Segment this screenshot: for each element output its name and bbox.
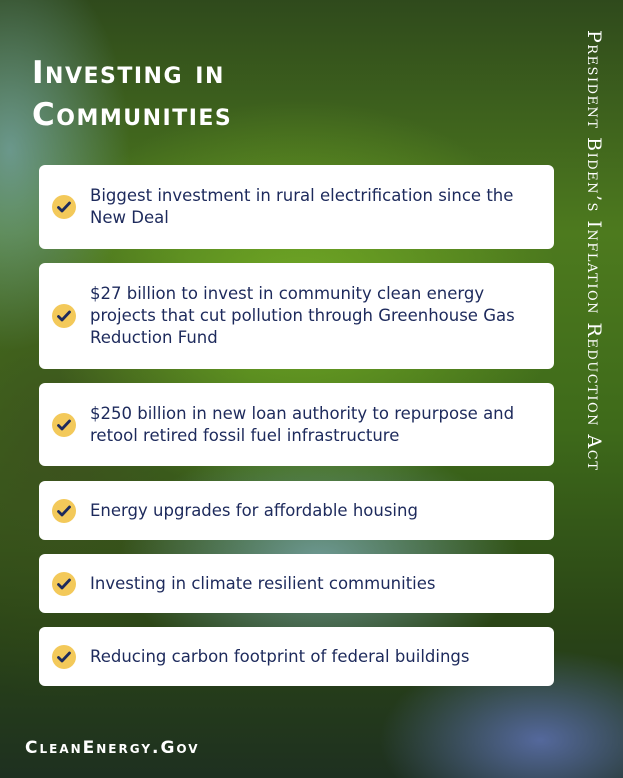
title-line-1: Investing in: [32, 55, 225, 91]
list-item-text: Energy upgrades for affordable housing: [90, 500, 418, 520]
list-item-text: Reducing carbon footprint of federal bui…: [90, 646, 470, 666]
list-item-text: $250 billion in new loan authority to re…: [90, 403, 515, 445]
list-item: Reducing carbon footprint of federal bui…: [39, 627, 554, 686]
list-item: $27 billion to invest in community clean…: [39, 263, 554, 369]
page-title: Investing in Communities: [32, 52, 232, 136]
list-item-text: $27 billion to invest in community clean…: [90, 284, 515, 347]
list-item: Investing in climate resilient communiti…: [39, 554, 554, 613]
side-caption-text: President Biden’s Inflation Reduction Ac…: [583, 30, 605, 472]
check-circle-icon: [52, 195, 76, 219]
list-item-text: Investing in climate resilient communiti…: [90, 573, 436, 593]
check-circle-icon: [52, 412, 76, 437]
check-circle-icon: [52, 571, 76, 596]
check-circle-icon: [52, 304, 76, 328]
footer-url: CleanEnergy.Gov: [25, 738, 200, 758]
title-line-2: Communities: [32, 97, 233, 133]
check-circle-icon: [52, 644, 76, 669]
list-item: Energy upgrades for affordable housing: [39, 481, 554, 540]
list-item-text: Biggest investment in rural electrificat…: [90, 186, 514, 227]
check-circle-icon: [52, 498, 76, 523]
side-caption: President Biden’s Inflation Reduction Ac…: [577, 30, 607, 490]
list-item: Biggest investment in rural electrificat…: [39, 165, 554, 249]
list-item: $250 billion in new loan authority to re…: [39, 383, 554, 466]
